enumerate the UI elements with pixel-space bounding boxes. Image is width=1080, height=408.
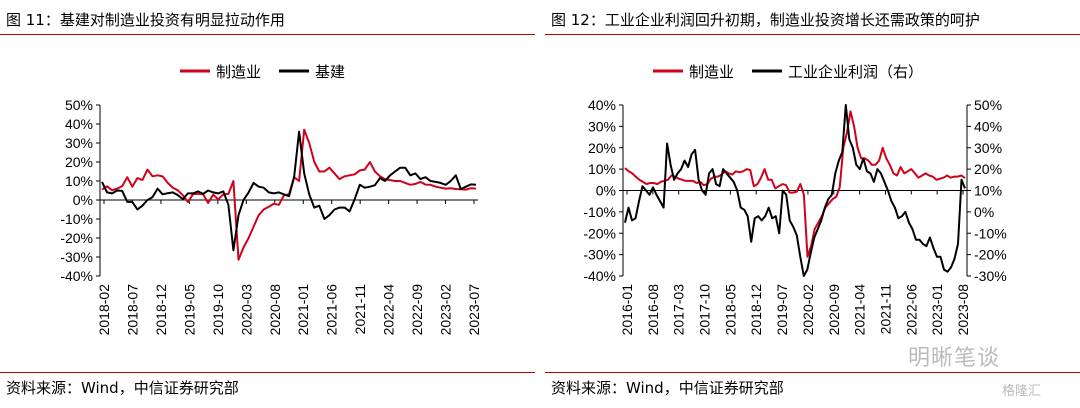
y2-tick-label: 10% <box>974 183 1002 199</box>
x-tick-label: 2020-09 <box>826 284 842 336</box>
y-tick-label: 30% <box>588 118 616 134</box>
y2-tick-label: 40% <box>974 118 1002 134</box>
legend-label: 制造业 <box>216 63 261 81</box>
title-divider <box>0 34 535 35</box>
source-divider <box>0 372 535 373</box>
y-tick-label: -20% <box>60 230 93 246</box>
y-tick-label: -40% <box>583 268 616 284</box>
x-tick-label: 2020-03 <box>238 284 254 336</box>
x-tick-label: 2019-07 <box>774 284 790 336</box>
y-tick-label: 20% <box>588 140 616 156</box>
y-tick-label: -10% <box>583 204 616 220</box>
y-tick-label: 40% <box>588 97 616 113</box>
y-tick-label: 10% <box>588 161 616 177</box>
x-tick-label: 2023-02 <box>438 284 454 336</box>
x-tick-label: 2016-08 <box>645 284 661 336</box>
x-tick-label: 2020-08 <box>267 284 283 336</box>
series-line-manufacturing <box>624 110 966 258</box>
watermark-corner: 格隆汇 <box>1002 384 1042 399</box>
x-tick-label: 2023-08 <box>955 284 971 336</box>
title-divider <box>545 34 1080 35</box>
y-tick-label: -20% <box>583 225 616 241</box>
manufacturing-vs-infra-chart: 50% 40% 30% 20% 10% 0% -10% -20% -30% -40%2018-02… <box>60 63 482 336</box>
x-tick-label: 2018-05 <box>722 284 738 336</box>
y-tick-label: 0% <box>73 192 93 208</box>
y-tick-label: 20% <box>65 154 93 170</box>
x-tick-label: 2019-10 <box>210 284 226 336</box>
series-line-secondary <box>624 104 966 277</box>
x-tick-label: 2018-12 <box>748 284 764 336</box>
x-tick-label: 2017-10 <box>697 284 713 336</box>
y-tick-label: 50% <box>65 97 93 113</box>
y-tick-label: 40% <box>65 116 93 132</box>
x-tick-label: 2021-11 <box>877 284 893 335</box>
x-tick-label: 2022-04 <box>381 284 397 336</box>
y2-tick-label: 30% <box>974 140 1002 156</box>
y-tick-label: -10% <box>60 211 93 227</box>
x-tick-label: 2020-02 <box>800 284 816 336</box>
series-line-secondary <box>101 130 477 252</box>
chart-title: 图 12：工业企业利润回升初期，制造业投资增长还需政策的呵护 <box>551 11 980 29</box>
chart-panel-right: 图 12：工业企业利润回升初期，制造业投资增长还需政策的呵护 40% 30% 20%… <box>545 0 1080 408</box>
y-tick-label: -30% <box>583 247 616 263</box>
legend-label: 制造业 <box>689 63 734 81</box>
y2-tick-label: 20% <box>974 161 1002 177</box>
x-tick-label: 2019-05 <box>181 284 197 336</box>
legend-label: 工业企业利润（右） <box>788 63 923 81</box>
x-tick-label: 2018-02 <box>96 284 112 336</box>
y2-tick-label: -30% <box>974 268 1007 284</box>
y2-tick-label: 50% <box>974 97 1002 113</box>
x-tick-label: 2018-12 <box>153 284 169 336</box>
y2-tick-label: 0% <box>974 204 994 220</box>
y-tick-label: 30% <box>65 135 93 151</box>
chart-panel-left: 图 11：基建对制造业投资有明显拉动作用 50% 40% 30% 20% 10% 0% -1… <box>0 0 535 408</box>
y-tick-label: 0% <box>596 183 616 199</box>
x-tick-label: 2022-09 <box>409 284 425 336</box>
x-tick-label: 2017-03 <box>671 284 687 336</box>
x-tick-label: 2021-06 <box>324 284 340 336</box>
x-tick-label: 2021-01 <box>295 284 311 336</box>
x-tick-label: 2021-04 <box>852 284 868 336</box>
x-tick-label: 2021-11 <box>352 284 368 335</box>
x-tick-label: 2023-01 <box>929 284 945 336</box>
y-tick-label: -40% <box>60 268 93 284</box>
legend-label: 基建 <box>315 63 345 81</box>
y2-tick-label: -10% <box>974 225 1007 241</box>
watermark-text: 明晰笔谈 <box>908 346 1001 371</box>
x-tick-label: 2018-07 <box>124 284 140 336</box>
x-tick-label: 2016-01 <box>619 284 635 336</box>
y-tick-label: 10% <box>65 173 93 189</box>
source-note: 资料来源：Wind，中信证券研究部 <box>551 379 784 397</box>
chart-title: 图 11：基建对制造业投资有明显拉动作用 <box>6 11 285 29</box>
y-tick-label: -30% <box>60 249 93 265</box>
y2-tick-label: -20% <box>974 247 1007 263</box>
manufacturing-vs-profit-chart: 40% 30% 20% 10% 0% -10% -20% -30% -40% 50% 40% 30% 2… <box>583 63 1007 336</box>
x-tick-label: 2023-07 <box>466 284 482 336</box>
x-tick-label: 2022-06 <box>903 284 919 336</box>
source-divider <box>545 372 1080 373</box>
source-note: 资料来源：Wind，中信证券研究部 <box>6 379 239 397</box>
